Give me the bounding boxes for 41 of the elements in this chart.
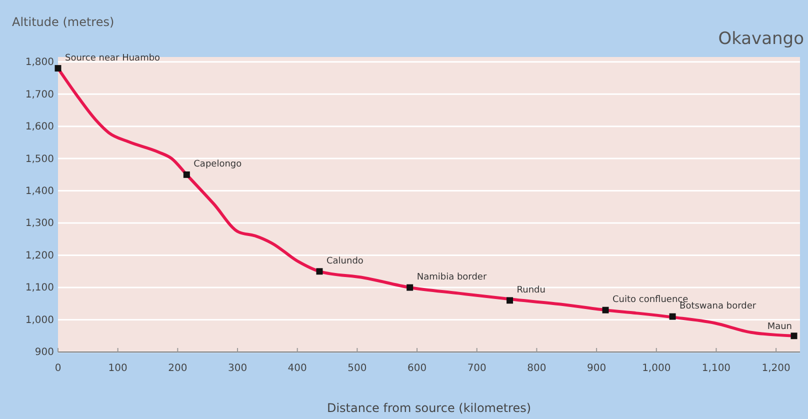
x-tick-label: 900 <box>587 363 606 374</box>
point <box>790 332 798 340</box>
x-tick-label: 100 <box>108 363 128 374</box>
annotation: Calundo <box>326 256 364 266</box>
y-tick-label: 900 <box>34 347 54 358</box>
y-tick-label: 1,100 <box>25 282 54 294</box>
point <box>506 297 514 304</box>
x-tick-label: 1,200 <box>762 363 790 374</box>
point <box>54 65 62 72</box>
y-tick-label: 1,400 <box>25 186 54 197</box>
y-tick-label: 1,600 <box>25 122 54 133</box>
point <box>316 268 323 275</box>
x-tick-label: 1,100 <box>702 363 731 374</box>
y-tick-label: 1,700 <box>25 89 54 100</box>
y-tick-label: 1,500 <box>25 154 54 165</box>
annotation: Source near Huambo <box>65 53 161 64</box>
x-tick-label: 1,000 <box>642 363 671 374</box>
point <box>183 171 190 178</box>
point <box>406 284 414 291</box>
x-tick-label: 0 <box>54 363 62 374</box>
point <box>602 306 609 314</box>
x-tick-label: 200 <box>168 363 188 374</box>
x-tick-label: 600 <box>407 363 427 374</box>
annotation: Rundu <box>516 285 546 296</box>
y-axis-title: Altitude (metres) <box>12 15 114 29</box>
x-tick-label: 700 <box>467 363 486 374</box>
annotation: Botswana border <box>680 302 756 312</box>
y-tick-label: 1,200 <box>25 250 54 262</box>
annotation: Namibia border <box>416 272 487 283</box>
point <box>669 313 676 320</box>
chart-title: Okavango <box>718 29 804 49</box>
x-tick-label: 400 <box>288 363 307 374</box>
annotation: Maun <box>767 322 792 332</box>
y-tick-label: 1,000 <box>25 314 54 326</box>
annotation: Capelongo <box>194 160 242 170</box>
x-tick-label: 800 <box>527 363 546 374</box>
y-tick-label: 1,300 <box>25 218 54 230</box>
x-axis-title: Distance from source (kilometres) <box>326 401 532 415</box>
x-tick-label: 500 <box>348 363 367 374</box>
x-tick-label: 300 <box>228 363 248 374</box>
y-tick-label: 1,800 <box>25 57 54 68</box>
